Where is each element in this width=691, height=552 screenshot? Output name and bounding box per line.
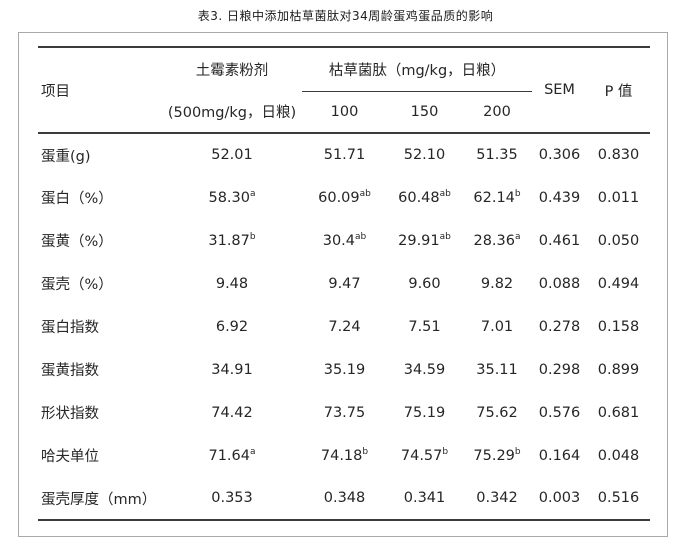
table-cell: 9.82 [480,275,514,292]
table-cell: 62.14b [473,188,521,206]
row-label: 形状指数 [41,406,99,422]
table-row: 哈夫单位 71.64a 74.18b 74.57b 75.29b 0.164 0.048 [38,434,650,477]
significance-superscript: a [250,446,256,457]
table-cell: 0.298 [538,361,581,378]
significance-superscript: a [250,188,256,199]
table-cell: 31.87b [208,231,256,249]
header-dose-150: 150 [410,103,439,120]
header-sem: SEM [544,82,575,98]
header-control-name: 土霉素粉剂 [195,62,269,79]
header-dose-200: 200 [483,103,511,120]
table-cell: 0.516 [597,490,640,506]
table-row: 蛋壳厚度（mm） 0.353 0.348 0.341 0.342 0.003 0.516 [38,477,650,520]
table-cell: 0.494 [597,275,640,292]
table-cell: 75.19 [403,404,446,421]
table-cell: 29.91ab [398,231,451,249]
table-cell: 7.51 [408,318,441,335]
table-cell: 0.899 [597,361,640,378]
table-cell: 52.10 [403,147,446,163]
table-cell: 0.278 [538,318,581,335]
significance-superscript: ab [439,188,451,199]
table-cell: 0.461 [538,232,581,249]
table-cell: 0.003 [538,490,581,506]
table-cell: 6.92 [215,318,249,335]
row-label: 蛋白（%） [41,191,113,207]
table-cell: 35.19 [323,361,366,378]
header-treatment-group: 枯草菌肽（mg/kg，日粮） [302,47,533,92]
table-cell: 30.4ab [322,231,367,249]
table-cell: 74.18b [320,446,369,464]
table-cell: 0.011 [597,189,640,206]
table-cell: 0.830 [597,147,640,163]
table-header: 项目 土霉素粉剂 (500mg/kg，日粮) 枯草菌肽（mg/kg，日粮） SE… [38,47,651,133]
table-row: 蛋黄指数 34.91 35.19 34.59 35.11 0.298 0.899 [38,348,650,391]
table-body: 蛋重(g) 52.01 51.71 52.10 51.35 0.306 0.830 蛋白（%）… [38,133,651,520]
significance-superscript: a [515,231,521,242]
table-cell: 74.57b [400,446,449,464]
table-row: 蛋壳（%） 9.48 9.47 9.60 9.82 0.088 0.494 [38,262,650,305]
table-cell: 0.353 [211,490,253,506]
table-row: 蛋重(g) 52.01 51.71 52.10 51.35 0.306 0.830 [38,133,650,176]
table-cell: 35.11 [476,361,518,378]
table-row: 蛋白指数 6.92 7.24 7.51 7.01 0.278 0.158 [38,305,650,348]
row-label: 蛋黄（%） [41,234,113,250]
table-cell: 0.342 [476,490,518,506]
row-label: 蛋黄指数 [41,363,99,379]
significance-superscript: ab [439,231,451,242]
significance-superscript: b [514,188,521,199]
row-label: 蛋壳厚度（mm） [41,491,157,508]
table-row: 形状指数 74.42 73.75 75.19 75.62 0.576 0.681 [38,391,650,434]
significance-superscript: b [362,446,369,457]
table-cell: 0.158 [597,318,640,335]
header-dose-100: 100 [330,103,359,120]
table-cell: 51.71 [323,147,366,163]
significance-superscript: ab [359,188,371,199]
row-label: 哈夫单位 [41,449,99,465]
table-cell: 0.576 [538,404,581,421]
table-cell: 58.30a [208,188,256,206]
table-cell: 60.09ab [318,188,371,206]
table-cell: 9.47 [328,275,361,292]
table-cell: 0.088 [538,275,581,292]
table-cell: 0.306 [538,147,581,163]
table-cell: 0.164 [538,447,581,464]
header-item: 项目 [41,83,70,100]
row-label: 蛋壳（%） [41,277,113,293]
table-cell: 34.91 [211,361,253,378]
table-panel: 项目 土霉素粉剂 (500mg/kg，日粮) 枯草菌肽（mg/kg，日粮） SE… [18,32,668,537]
table-cell: 74.42 [211,404,253,421]
header-control-group: 土霉素粉剂 (500mg/kg，日粮) [162,47,302,133]
table-cell: 0.048 [597,447,640,464]
data-table: 项目 土霉素粉剂 (500mg/kg，日粮) 枯草菌肽（mg/kg，日粮） SE… [38,46,651,521]
significance-superscript: b [514,446,521,457]
table-cell: 51.35 [476,147,518,163]
table-cell: 73.75 [323,404,366,421]
table-cell: 7.01 [480,318,514,335]
significance-superscript: ab [355,231,367,242]
table-cell: 0.348 [323,490,366,506]
table-caption: 表3. 日粮中添加枯草菌肽对34周龄蛋鸡蛋品质的影响 [197,9,494,23]
table-cell: 9.48 [215,275,249,292]
significance-superscript: b [442,446,449,457]
table-cell: 34.59 [403,361,446,378]
table-cell: 0.681 [597,404,640,421]
significance-superscript: b [249,231,256,242]
header-control-dose: (500mg/kg，日粮) [167,104,297,121]
table-cell: 9.60 [408,275,441,292]
table-cell: 7.24 [328,318,361,335]
table-cell: 52.01 [211,147,253,163]
header-p-value: P 值 [604,83,633,100]
row-label: 蛋重(g) [41,148,91,165]
table-cell: 0.439 [538,189,581,206]
table-row: 蛋白（%） 58.30a 60.09ab 60.48ab 62.14b 0.439 0.01… [38,176,650,219]
table-cell: 0.050 [597,232,640,249]
table-row: 蛋黄（%） 31.87b 30.4ab 29.91ab 28.36a 0.461 0.050 [38,219,650,262]
table-cell: 0.341 [403,490,446,506]
table-cell: 28.36a [473,231,521,249]
table-cell: 60.48ab [398,188,451,206]
table-cell: 75.29b [473,446,521,464]
table-cell: 75.62 [476,404,518,421]
row-label: 蛋白指数 [41,320,99,336]
table-cell: 71.64a [208,446,256,464]
